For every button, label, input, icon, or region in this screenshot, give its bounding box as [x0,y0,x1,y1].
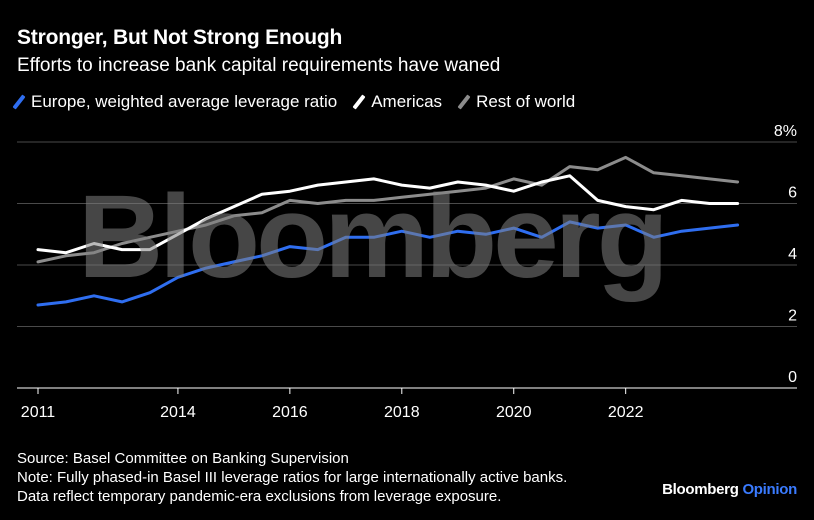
x-tick-label: 2011 [21,404,56,421]
series-line-americas [36,174,740,255]
legend: Europe, weighted average leverage ratio … [12,92,595,112]
series-line-rest-of-world [36,155,740,264]
series-line-europe-weighted-average-leverage-ratio [36,220,740,307]
y-tick-label: 2 [788,308,797,325]
x-tick-label: 2018 [384,404,420,421]
legend-item-europe: Europe, weighted average leverage ratio [12,92,338,112]
x-tick-label: 2022 [608,404,644,421]
legend-item-americas: Americas [352,92,443,112]
y-tick-label: 0 [788,369,797,386]
chart-title: Stronger, But Not Strong Enough [17,26,343,49]
brand-accent: Opinion [742,481,797,498]
x-tick-label: 2020 [496,404,532,421]
y-tick-label: 4 [788,246,797,263]
chart-footer: Source: Basel Committee on Banking Super… [17,449,567,506]
legend-label-europe: Europe, weighted average leverage ratio [31,92,338,111]
source-note: Source: Basel Committee on Banking Super… [17,450,349,467]
bloomberg-opinion-logo: Bloomberg Opinion [662,481,797,498]
x-tick-label: 2014 [160,404,196,421]
chart-subtitle: Efforts to increase bank capital require… [17,55,501,76]
y-tick-label: 6 [788,185,797,202]
legend-label-americas: Americas [371,92,443,111]
x-tick-label: 2016 [272,404,308,421]
legend-item-rest-of-world: Rest of world [457,92,576,112]
y-tick-label: 8% [774,123,797,140]
line-chart: 0 2 4 6 8% 2011 2014 2016 2018 2020 2022 [17,123,797,421]
methodology-note: Note: Fully phased-in Basel III leverage… [17,469,568,486]
data-note: Data reflect temporary pandemic-era excl… [17,488,502,505]
legend-label-rest-of-world: Rest of world [476,92,576,111]
brand-name: Bloomberg [662,481,739,498]
